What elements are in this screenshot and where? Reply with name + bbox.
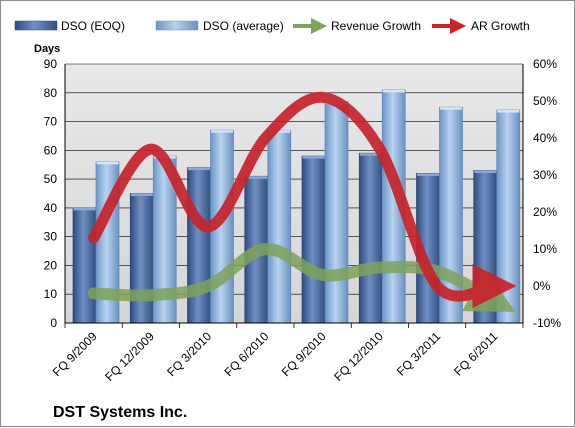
line-revenue-growth — [87, 243, 516, 312]
legend-label-dso-average: DSO (average) — [203, 19, 284, 33]
bar-dso-eoq — [72, 207, 97, 324]
legend-swatch-dso-eoq — [14, 20, 58, 31]
y-tick-label: 90 — [44, 57, 58, 71]
bar-dso-eoq — [301, 155, 326, 324]
y2-tick-label: 10% — [533, 242, 557, 256]
x-tick-label: FQ 3/2010 — [164, 329, 214, 379]
y-tick-label: 30 — [44, 230, 58, 244]
x-tick-label: FQ 6/2011 — [451, 329, 501, 379]
growth-lines — [87, 91, 517, 312]
y2-tick-label: 0% — [533, 279, 551, 293]
legend-swatch-dso-average — [155, 20, 199, 31]
legend-item-dso-average: DSO (average) — [155, 19, 284, 33]
bar-top-dso-average — [211, 130, 233, 133]
bar-top-dso-eoq — [245, 176, 268, 179]
bar-top-dso-average — [268, 130, 291, 133]
legend-item-revenue-growth: Revenue Growth — [293, 18, 421, 34]
bar-top-dso-eoq — [474, 170, 497, 173]
line-ar-growth — [88, 91, 517, 309]
y-tick-label: 0 — [50, 316, 57, 330]
y2-tick-label: 60% — [533, 57, 557, 71]
bar-top-dso-eoq — [417, 173, 439, 176]
y-tick-label: 70 — [44, 115, 58, 129]
x-tick-label: FQ 12/2010 — [331, 329, 386, 384]
bar-dso-average — [267, 129, 292, 324]
x-tick-label: FQ 9/2010 — [279, 329, 329, 379]
bar-top-dso-eoq — [188, 167, 210, 171]
bar-top-dso-average — [96, 161, 119, 165]
legend: DSO (EOQ) DSO (average) Revenue Growth A… — [14, 18, 530, 34]
bar-top-dso-eoq — [73, 207, 96, 211]
bar-dso-eoq — [187, 167, 211, 324]
bar-top-dso-eoq — [302, 156, 325, 159]
y2-tick-label: -10% — [533, 316, 561, 330]
x-tick-label: FQ 6/2010 — [222, 329, 272, 379]
bar-dso-eoq — [358, 152, 383, 324]
y-tick-label: 80 — [44, 86, 58, 100]
legend-label-revenue-growth: Revenue Growth — [331, 19, 421, 33]
x-tick-label: FQ 9/2009 — [50, 329, 100, 379]
bar-top-dso-eoq — [359, 153, 382, 156]
y-tick-label: 60 — [44, 143, 58, 157]
x-tick-label: FQ 3/2011 — [394, 329, 444, 379]
y-tick-label: 40 — [44, 201, 58, 215]
bar-dso-eoq — [129, 193, 154, 324]
y-tick-label: 20 — [44, 258, 58, 272]
bar-top-dso-average — [440, 107, 462, 110]
legend-item-dso-eoq: DSO (EOQ) — [14, 19, 125, 33]
y-tick-label: 50 — [44, 172, 58, 186]
bar-dso-average — [496, 109, 521, 324]
bar-top-dso-eoq — [130, 193, 153, 196]
y-axis-label: Days — [34, 43, 60, 55]
bar-dso-average — [324, 101, 349, 324]
y2-tick-label: 50% — [533, 94, 557, 108]
legend-label-dso-eoq: DSO (EOQ) — [61, 19, 125, 33]
y-tick-label: 10 — [44, 287, 58, 301]
y2-tick-label: 20% — [533, 205, 557, 219]
y2-tick-label: 30% — [533, 168, 557, 182]
y2-tick-label: 40% — [533, 131, 557, 145]
footer-title: DST Systems Inc. — [53, 404, 187, 421]
bar-top-dso-average — [382, 89, 405, 93]
x-tick-label: FQ 12/2009 — [102, 329, 157, 384]
bar-top-dso-average — [497, 110, 520, 113]
legend-label-ar-growth: AR Growth — [471, 19, 530, 33]
legend-item-ar-growth: AR Growth — [432, 18, 530, 34]
